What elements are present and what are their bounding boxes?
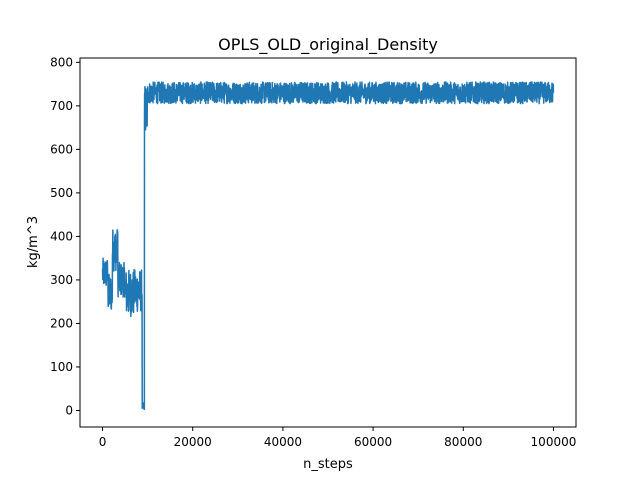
y-tick-label: 400 xyxy=(50,229,73,243)
y-axis-label: kg/m^3 xyxy=(26,216,41,268)
x-tick-label: 100000 xyxy=(531,435,577,449)
y-tick-label: 100 xyxy=(50,360,73,374)
y-tick-label: 300 xyxy=(50,273,73,287)
plot-area xyxy=(79,57,577,428)
x-tick-label: 0 xyxy=(99,435,107,449)
x-axis-ticks: 0 20000 40000 60000 80000 100000 xyxy=(99,427,577,449)
x-tick-label: 20000 xyxy=(174,435,212,449)
chart-title: OPLS_OLD_original_Density xyxy=(218,35,438,55)
y-tick-label: 800 xyxy=(50,55,73,69)
x-tick-label: 80000 xyxy=(444,435,482,449)
x-tick-label: 60000 xyxy=(354,435,392,449)
y-axis-ticks: 0 100 200 300 400 500 600 700 800 xyxy=(50,55,80,417)
x-axis-label: n_steps xyxy=(303,457,353,472)
plot-frame xyxy=(79,57,577,428)
y-tick-label: 0 xyxy=(65,403,73,417)
y-tick-label: 600 xyxy=(50,142,73,156)
series-line-density xyxy=(101,81,555,411)
y-tick-label: 200 xyxy=(50,316,73,330)
x-tick-label: 40000 xyxy=(264,435,302,449)
y-tick-label: 500 xyxy=(50,186,73,200)
y-tick-label: 700 xyxy=(50,99,73,113)
